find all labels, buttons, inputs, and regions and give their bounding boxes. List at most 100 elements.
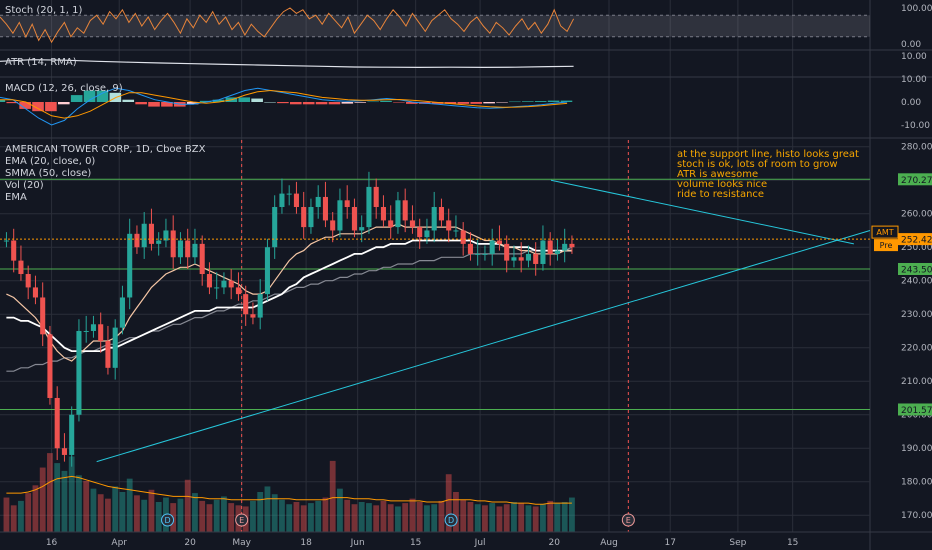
price-tick-label: 210.00 — [901, 377, 932, 387]
volume-bar — [134, 495, 140, 532]
candle-body — [257, 294, 263, 318]
candle-body — [286, 193, 292, 195]
candle-body — [134, 233, 140, 248]
volume-bar — [54, 463, 61, 532]
macd-histogram-bar — [470, 102, 483, 104]
candle-body — [388, 220, 394, 228]
volume-bar — [358, 502, 365, 532]
volume-bar — [177, 498, 184, 532]
candle-body — [83, 330, 89, 332]
candle-body — [90, 324, 96, 331]
candle-body — [525, 253, 531, 261]
atr-tick-label: 10.00 — [901, 52, 927, 62]
volume-bar — [90, 488, 97, 532]
candle-body — [11, 240, 17, 261]
price-tick-label: 190.00 — [901, 444, 932, 454]
macd-tick-label: 10.00 — [901, 75, 927, 85]
macd-histogram-bar — [547, 100, 560, 102]
candle-body — [243, 294, 249, 315]
volume-bar — [68, 456, 75, 532]
pre-label: Pre — [880, 241, 893, 250]
macd-histogram-bar — [0, 99, 6, 102]
macd-histogram-bar — [122, 99, 135, 102]
macd-histogram-bar — [32, 102, 44, 112]
candle-body — [511, 257, 517, 261]
candle-body — [315, 196, 321, 208]
dividend-marker-circle — [444, 513, 458, 527]
price-tick-label: 180.00 — [901, 478, 932, 488]
macd-histogram-bar — [380, 100, 392, 102]
macd-histogram-bar — [264, 102, 276, 103]
dividend-marker: D — [161, 513, 175, 527]
smma50-line — [6, 239, 572, 352]
legend-ema20: EMA (20, close, 0) — [5, 156, 96, 167]
stoch-tick-label: 0.00 — [901, 40, 921, 50]
price-tick-label: 170.00 — [901, 511, 932, 521]
candle-body — [351, 207, 357, 231]
ema-line — [6, 246, 573, 372]
price-tick-label: 240.00 — [901, 277, 932, 287]
volume-bar — [199, 500, 206, 532]
volume-bar — [228, 503, 235, 532]
volume-bar — [489, 503, 496, 532]
earnings-marker-circle — [621, 513, 635, 527]
symbol-label: AMT — [876, 228, 893, 237]
volume-bar — [83, 480, 90, 532]
volume-bar — [47, 453, 53, 532]
stoch-title: Stoch (20, 1, 1) — [5, 5, 83, 16]
volume-bar — [453, 492, 459, 532]
candle-body — [192, 243, 198, 258]
volume-bar — [308, 503, 314, 532]
candle-body — [453, 230, 459, 232]
macd-histogram-bar — [302, 102, 315, 105]
dividend-marker: D — [444, 513, 458, 527]
volume-bar — [3, 497, 10, 532]
x-tick-label: Aug — [600, 538, 618, 548]
volume-bar — [250, 500, 256, 532]
price-tick-label: 260.00 — [901, 210, 932, 220]
candle-body — [322, 196, 328, 221]
candle-body — [409, 220, 415, 228]
candle-body — [482, 253, 488, 255]
candle-body — [540, 240, 546, 264]
volume-bar — [119, 492, 126, 532]
candle-body — [148, 223, 154, 244]
dividend-marker-label: D — [448, 516, 454, 525]
volume-bar — [547, 500, 554, 532]
volume-bar — [518, 503, 525, 532]
candle-body — [177, 240, 183, 258]
volume-bar — [141, 499, 148, 532]
macd-histogram-bar — [148, 102, 160, 107]
volume-bar — [300, 505, 307, 532]
candle-body — [373, 186, 379, 208]
level-label: 243.50 — [901, 265, 932, 275]
x-tick-label: May — [232, 538, 251, 548]
macd-histogram-bar — [457, 102, 470, 104]
legend-vol: Vol (20) — [5, 180, 44, 191]
candle-body — [206, 274, 212, 288]
candle-body — [119, 297, 125, 328]
macd-histogram-bar — [70, 95, 83, 102]
volume-bar — [511, 502, 517, 532]
volume-bar — [373, 505, 380, 532]
volume-bar — [416, 502, 423, 532]
macd-histogram-bar — [83, 90, 96, 102]
x-tick-label: 17 — [664, 538, 675, 548]
candle-body — [330, 220, 336, 231]
candle-body — [424, 230, 430, 238]
volume-bar — [315, 500, 322, 532]
candle-body — [554, 250, 560, 254]
annotation-note: at the support line, histo looks great s… — [677, 150, 859, 200]
last-price-label-bg — [898, 233, 932, 246]
candle-body — [69, 414, 75, 455]
atr-line — [0, 59, 574, 69]
volume-bar — [10, 505, 17, 532]
earnings-marker-circle — [235, 513, 249, 527]
price-tick-label: 220.00 — [901, 344, 932, 354]
volume-bar — [409, 498, 416, 532]
volume-bar — [293, 502, 300, 532]
volume-bar — [329, 460, 336, 532]
macd-signal-line — [0, 89, 568, 119]
volume-bar — [402, 503, 409, 532]
